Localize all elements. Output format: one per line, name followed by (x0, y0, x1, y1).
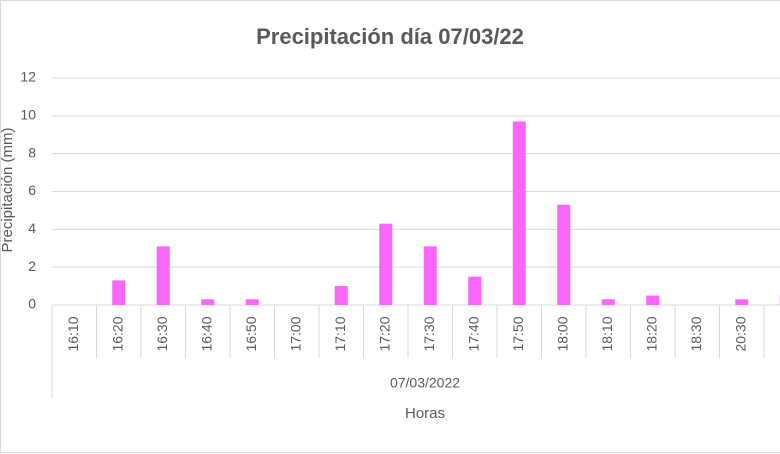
x-tick-label: 17:00 (287, 316, 303, 351)
bar (334, 286, 348, 305)
x-tick-label: 23:00 (777, 316, 780, 351)
x-tick-label: 17:30 (421, 316, 437, 351)
bar (245, 299, 259, 305)
y-tick-label: 2 (28, 258, 36, 274)
y-tick-label: 8 (28, 144, 36, 160)
x-axis-label: Horas (405, 405, 445, 422)
x-tick-label: 16:50 (243, 316, 259, 351)
x-tick-label: 18:20 (643, 316, 659, 351)
bar (557, 204, 571, 305)
x-tick-label: 20:30 (732, 316, 748, 351)
bar (379, 223, 393, 305)
x-tick-label: 16:30 (154, 316, 170, 351)
y-tick-label: 10 (20, 107, 36, 123)
x-tick-label: 16:20 (109, 316, 125, 351)
bar (601, 299, 615, 305)
bar (512, 121, 526, 305)
group-label: 07/03/2022 (390, 375, 460, 391)
bar (112, 280, 126, 305)
x-tick-label: 18:30 (688, 316, 704, 351)
x-tick-label: 17:10 (332, 316, 348, 351)
bar (646, 295, 660, 305)
y-tick-label: 12 (20, 69, 36, 85)
bar (423, 246, 437, 305)
y-tick-label: 0 (28, 296, 36, 312)
x-tick-label: 18:10 (599, 316, 615, 351)
chart-title: Precipitación día 07/03/22 (256, 24, 524, 49)
bar (468, 276, 482, 305)
x-tick-label: 17:40 (465, 316, 481, 351)
x-tick-label: 16:40 (198, 316, 214, 351)
y-tick-label: 4 (28, 220, 36, 236)
x-tick-label: 16:10 (65, 316, 81, 351)
x-tick-label: 17:50 (510, 316, 526, 351)
x-tick-label: 17:20 (376, 316, 392, 351)
x-tick-label: 18:00 (554, 316, 570, 351)
bar (735, 299, 749, 305)
y-tick-label: 6 (28, 182, 36, 198)
y-axis-label: Precipitación (mm) (0, 127, 16, 252)
bar (201, 299, 215, 305)
bar (156, 246, 170, 305)
